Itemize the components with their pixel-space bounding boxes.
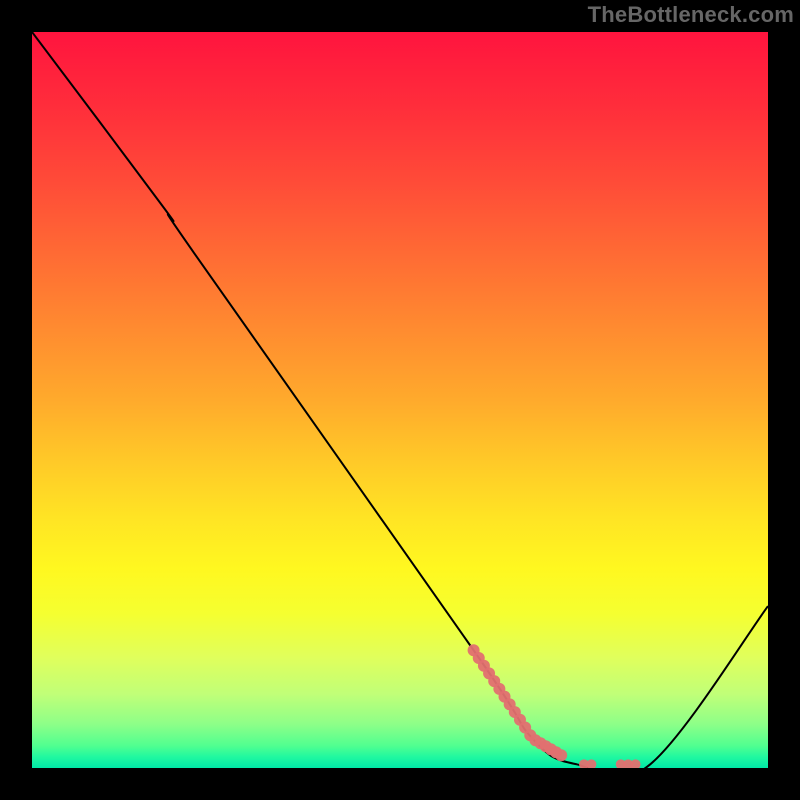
bottleneck-chart — [0, 0, 800, 800]
figure-root: { "watermark": { "text": "TheBottleneck.… — [0, 0, 800, 800]
plot-area — [32, 32, 768, 768]
watermark-text: TheBottleneck.com — [588, 2, 794, 28]
